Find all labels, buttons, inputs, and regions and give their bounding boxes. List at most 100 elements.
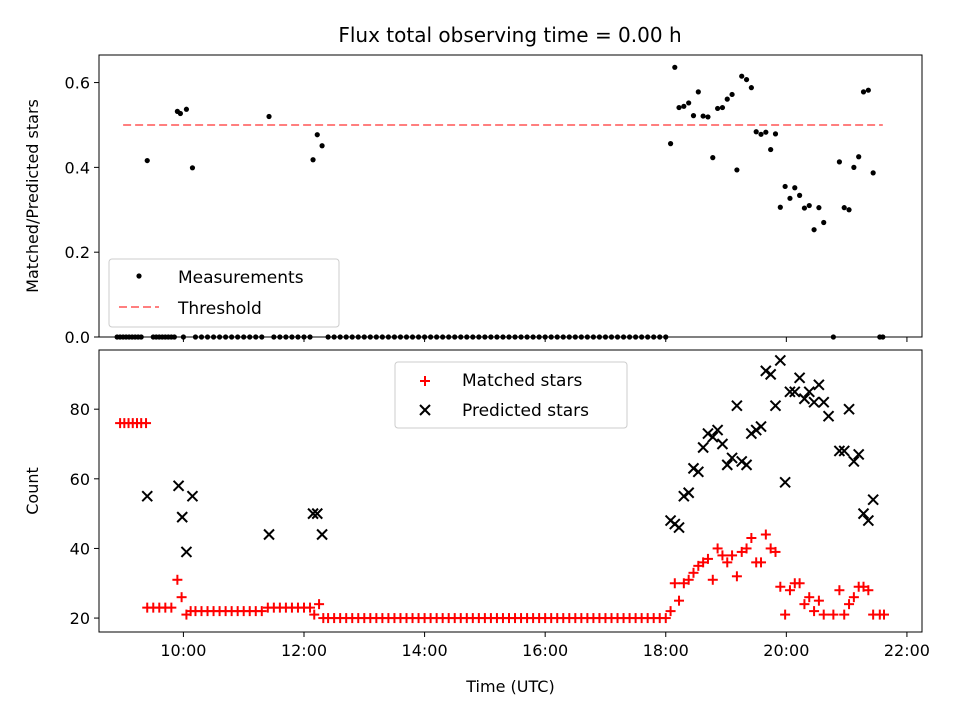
measurement-point xyxy=(277,334,283,340)
bottom-ytick-label: 80 xyxy=(70,400,90,419)
matched-star-point xyxy=(844,599,855,610)
measurement-point xyxy=(512,334,518,340)
measurement-point xyxy=(548,334,554,340)
measurement-point xyxy=(295,334,301,340)
measurement-point xyxy=(782,183,788,190)
predicted-star-point xyxy=(833,445,846,457)
legend-matched-marker xyxy=(420,376,430,386)
matched-star-point xyxy=(784,585,795,596)
measurement-point xyxy=(645,334,651,340)
measurement-point xyxy=(830,334,836,340)
measurement-point xyxy=(724,96,730,102)
predicted-star-point xyxy=(764,368,777,381)
measurement-point xyxy=(470,334,476,340)
measurement-point xyxy=(415,334,422,340)
bottom-plot-area xyxy=(115,354,890,624)
measurement-point xyxy=(421,334,428,340)
xtick-label: 12:00 xyxy=(281,641,327,660)
matched-star-point xyxy=(707,574,718,585)
measurement-point xyxy=(379,334,385,340)
predicted-star-point xyxy=(141,490,153,502)
measurement-point xyxy=(235,334,241,340)
measurement-point xyxy=(361,334,367,340)
matched-star-point xyxy=(770,546,781,557)
measurement-point xyxy=(183,106,190,112)
matched-star-point xyxy=(176,592,187,603)
top-ytick-label: 0.0 xyxy=(65,328,90,347)
legend-measurements-label: Measurements xyxy=(178,268,304,288)
measurement-point xyxy=(144,157,150,164)
measurement-point xyxy=(572,334,578,340)
measurement-point xyxy=(216,334,223,340)
measurement-point xyxy=(180,334,187,340)
measurement-point xyxy=(177,110,183,117)
matched-star-point xyxy=(839,609,850,620)
measurement-point xyxy=(349,334,355,340)
matched-star-point xyxy=(727,550,738,561)
measurement-point xyxy=(695,89,701,95)
measurement-point xyxy=(530,334,536,340)
matched-star-point xyxy=(818,609,829,620)
measurement-point xyxy=(464,334,470,340)
measurement-point xyxy=(458,334,464,340)
chart-title: Flux total observing time = 0.00 h xyxy=(338,23,681,47)
matched-star-point xyxy=(683,574,694,585)
measurement-point xyxy=(578,334,584,340)
legend-measurements-marker xyxy=(136,273,142,279)
measurement-point xyxy=(836,159,842,165)
top-ytick-label: 0.2 xyxy=(65,243,90,262)
predicted-star-point xyxy=(186,490,199,502)
measurement-point xyxy=(434,334,440,340)
predicted-star-point xyxy=(263,528,275,541)
measurement-point xyxy=(223,334,229,340)
matched-star-point xyxy=(756,557,767,568)
measurement-point xyxy=(710,155,716,161)
measurement-point xyxy=(560,334,566,340)
predicted-star-point xyxy=(808,396,820,408)
measurement-point xyxy=(446,334,452,340)
matched-star-point xyxy=(256,606,267,617)
bottom-ytick-label: 40 xyxy=(70,539,90,558)
xtick-label: 10:00 xyxy=(160,641,206,660)
matched-star-point xyxy=(760,529,771,540)
predicted-star-point xyxy=(316,528,328,541)
measurement-point xyxy=(620,334,627,340)
xtick-label: 16:00 xyxy=(522,641,568,660)
measurement-point xyxy=(314,132,320,138)
top-ylabel: Matched/Predicted stars xyxy=(23,99,42,293)
measurement-point xyxy=(259,334,265,340)
measurement-point xyxy=(319,143,325,149)
predicted-star-point xyxy=(822,410,835,422)
matched-star-point xyxy=(674,595,685,606)
measurement-point xyxy=(657,334,663,340)
predicted-star-point xyxy=(176,511,188,523)
bottom-ytick-label: 20 xyxy=(70,609,90,628)
matched-star-point xyxy=(809,606,820,617)
measurement-point xyxy=(792,185,798,191)
measurement-point xyxy=(846,207,852,213)
bottom-ylabel: Count xyxy=(23,467,42,515)
measurement-point xyxy=(189,165,196,171)
measurement-point xyxy=(816,205,822,211)
predicted-star-point xyxy=(697,441,709,454)
measurement-point xyxy=(452,334,458,340)
measurement-point xyxy=(651,334,657,340)
measurement-point xyxy=(253,334,259,340)
measurement-point xyxy=(865,87,871,93)
measurement-point xyxy=(566,334,572,340)
predicted-star-point xyxy=(784,386,796,398)
measurement-point xyxy=(385,334,392,340)
measurement-point xyxy=(266,113,272,120)
measurement-point xyxy=(851,164,857,170)
predicted-star-point xyxy=(843,403,855,415)
measurement-point xyxy=(739,73,745,79)
legend-predicted-marker xyxy=(419,404,431,416)
matched-star-point xyxy=(780,609,791,620)
measurement-point xyxy=(536,334,542,340)
matched-star-point xyxy=(848,592,859,603)
bottom-legend xyxy=(394,361,628,429)
xtick-label: 22:00 xyxy=(884,641,930,660)
xlabel: Time (UTC) xyxy=(465,677,554,696)
measurement-point xyxy=(681,103,687,109)
measurement-point xyxy=(355,334,361,340)
